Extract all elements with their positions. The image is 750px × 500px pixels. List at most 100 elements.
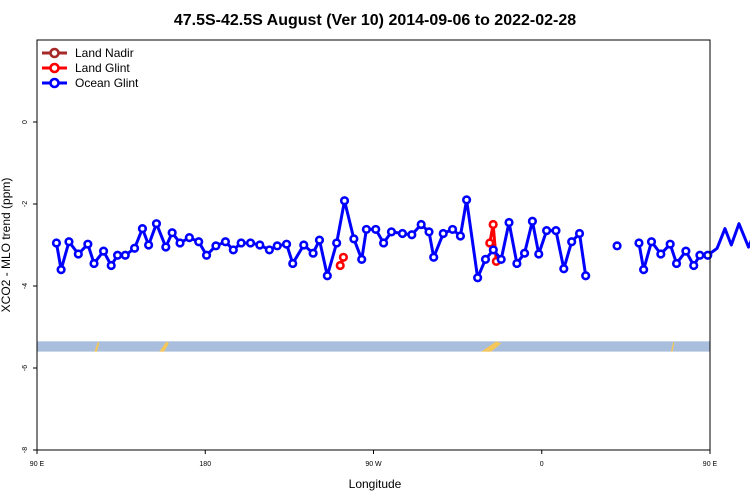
data-point: [322, 271, 332, 281]
series-ocean-glint: [51, 195, 750, 283]
data-point: [245, 238, 256, 248]
data-point: [416, 219, 426, 230]
data-point: [106, 260, 116, 271]
data-point: [634, 238, 644, 248]
data-point: [512, 258, 522, 269]
x-axis-label: Longitude: [349, 477, 402, 491]
legend-marker: [49, 47, 60, 59]
data-point: [646, 237, 657, 247]
data-point: [574, 228, 585, 239]
data-point: [527, 216, 538, 226]
legend-label: Ocean Glint: [75, 76, 139, 90]
data-point: [534, 249, 544, 259]
data-point: [161, 242, 171, 252]
land-patch: [159, 341, 169, 352]
y-tick-label: -6: [22, 365, 29, 371]
x-tick-label: 180: [199, 461, 211, 468]
data-point: [201, 250, 212, 260]
data-point: [220, 237, 231, 247]
ocean-strip: [37, 341, 710, 352]
data-point: [504, 217, 514, 228]
data-point: [349, 234, 359, 244]
data-point: [357, 254, 367, 264]
data-point: [361, 224, 371, 235]
data-point: [129, 243, 140, 253]
data-point: [211, 241, 221, 251]
data-point: [397, 228, 408, 239]
data-point: [424, 227, 434, 237]
data-point: [64, 237, 74, 247]
land-patch: [671, 341, 675, 352]
data-point: [272, 241, 282, 251]
legend-marker: [49, 62, 60, 74]
data-point: [339, 196, 350, 206]
data-point: [112, 250, 123, 260]
data-point: [407, 230, 417, 240]
x-tick-label: 90 W: [365, 461, 382, 468]
data-point: [264, 245, 274, 255]
y-axis: 0 -2 -4 -6 -8: [22, 120, 37, 453]
data-point: [194, 237, 204, 247]
data-point: [671, 258, 682, 269]
data-point: [332, 238, 342, 248]
y-tick-label: -2: [22, 201, 29, 207]
data-point: [308, 248, 318, 258]
data-point: [639, 265, 649, 275]
data-point: [255, 240, 265, 250]
data-point: [473, 273, 483, 283]
data-point: [485, 238, 495, 248]
data-point: [378, 238, 389, 248]
data-point: [665, 239, 675, 249]
data-point: [689, 260, 699, 271]
data-point: [447, 224, 458, 235]
data-point: [519, 248, 530, 258]
chart-title: 47.5S-42.5S August (Ver 10) 2014-09-06 t…: [174, 12, 576, 29]
data-point: [542, 226, 552, 236]
data-point: [288, 258, 298, 269]
data-point: [51, 238, 62, 248]
data-point: [612, 241, 622, 251]
data-point: [144, 240, 154, 250]
legend-label: Land Nadir: [75, 46, 134, 60]
data-point: [335, 260, 345, 271]
data-point: [137, 224, 148, 234]
x-tick-label: 90 E: [703, 461, 718, 468]
legend-item: Land Nadir: [42, 46, 134, 60]
data-point: [695, 250, 705, 260]
data-point: [338, 252, 349, 262]
y-tick-label: 0: [22, 120, 29, 124]
data-point: [73, 249, 83, 259]
data-point: [567, 237, 577, 247]
y-axis-label: XCO2 - MLO trend (ppm): [0, 178, 13, 313]
series-land-glint: [335, 219, 501, 271]
data-point: [480, 254, 491, 264]
series-layer: [51, 195, 750, 283]
data-point: [551, 226, 561, 236]
data-point: [175, 238, 185, 248]
x-axis: 90 E 180 90 W 0 90 E: [30, 450, 718, 468]
y-tick-label: -4: [22, 283, 29, 289]
data-point: [89, 258, 99, 269]
data-point: [281, 239, 292, 249]
data-point: [455, 231, 466, 241]
data-point: [120, 250, 130, 260]
legend-item: Ocean Glint: [42, 76, 139, 90]
legend-item: Land Glint: [42, 61, 130, 75]
land-patch: [481, 341, 502, 352]
data-point: [184, 233, 194, 243]
data-point: [56, 265, 66, 275]
data-point: [236, 238, 246, 248]
data-point: [429, 252, 439, 262]
data-point: [83, 239, 93, 249]
data-point: [496, 254, 506, 264]
data-point: [371, 224, 381, 235]
data-point: [438, 228, 448, 239]
y-tick-label: -8: [22, 447, 29, 453]
x-tick-label: 90 E: [30, 461, 45, 468]
data-point: [488, 219, 498, 230]
x-tick-label: 0: [540, 461, 544, 468]
data-point: [581, 271, 591, 281]
legend-label: Land Glint: [75, 61, 130, 75]
land-patch: [94, 341, 100, 352]
